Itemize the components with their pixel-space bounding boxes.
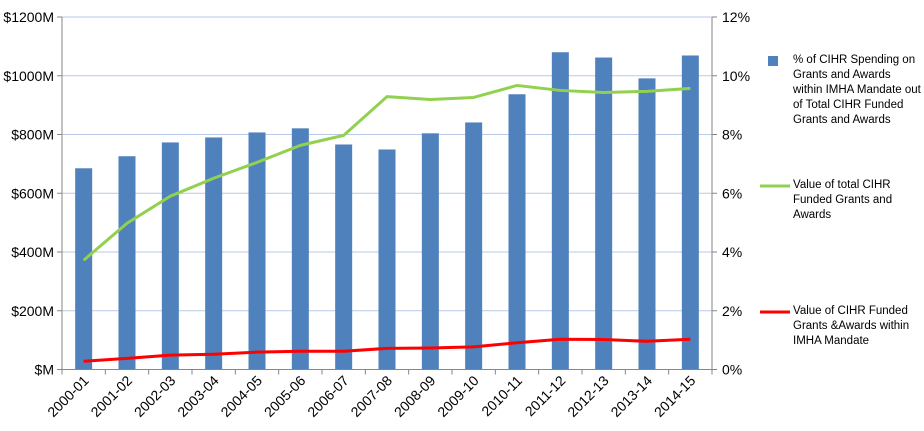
x-tick-label: 2014-15 — [651, 372, 699, 420]
right-tick-label: 4% — [722, 244, 742, 260]
legend-entry-green: Value of total CIHR Funded Grants and Aw… — [793, 178, 923, 223]
x-tick-label: 2005-06 — [261, 372, 309, 420]
bar-2007-08 — [378, 149, 396, 370]
bar-2006-07 — [335, 144, 353, 370]
bar-2005-06 — [291, 128, 309, 370]
left-tick-label: $M — [35, 362, 54, 378]
right-tick-label: 0% — [722, 362, 742, 378]
bar-2003-04 — [205, 137, 223, 370]
right-tick-label: 2% — [722, 303, 742, 319]
left-tick-label: $200M — [11, 303, 54, 319]
left-tick-label: $1200M — [3, 9, 54, 25]
left-tick-label: $800M — [11, 127, 54, 143]
x-tick-label: 2007-08 — [347, 372, 395, 420]
x-tick-label: 2009-10 — [434, 372, 482, 420]
bar-2012-13 — [595, 57, 613, 370]
left-tick-label: $600M — [11, 185, 54, 201]
x-tick-label: 2004-05 — [217, 372, 265, 420]
x-tick-label: 2001-02 — [87, 372, 135, 420]
legend-entry-bar: % of CIHR Spending on Grants and Awards … — [793, 53, 923, 128]
bar-2004-05 — [248, 132, 266, 370]
x-tick-label: 2011-12 — [522, 372, 569, 419]
legend-label: % of CIHR Spending on Grants and Awards … — [793, 54, 921, 126]
x-tick-label: 2006-07 — [304, 372, 352, 420]
bar-2010-11 — [508, 94, 526, 370]
right-tick-label: 10% — [722, 68, 750, 84]
left-tick-label: $400M — [11, 244, 54, 260]
x-tick-label: 2010-11 — [478, 372, 525, 419]
legend-label: Value of CIHR Funded Grants &Awards with… — [793, 305, 910, 347]
x-tick-label: 2008-09 — [391, 372, 439, 420]
bar-2009-10 — [465, 122, 483, 370]
legend-marker-bar — [768, 56, 778, 66]
left-tick-label: $1000M — [3, 68, 54, 84]
right-tick-label: 12% — [722, 9, 750, 25]
x-tick-label: 2002-03 — [131, 372, 179, 420]
bar-2008-09 — [421, 133, 439, 370]
right-tick-label: 6% — [722, 185, 742, 201]
x-tick-label: 2003-04 — [174, 372, 222, 420]
legend-label: Value of total CIHR Funded Grants and Aw… — [793, 179, 893, 221]
bar-2002-03 — [161, 142, 179, 370]
bar-2000-01 — [75, 168, 93, 370]
bar-2011-12 — [551, 52, 569, 370]
x-tick-label: 2012-13 — [564, 372, 612, 420]
right-tick-label: 8% — [722, 127, 742, 143]
bar-2014-15 — [681, 55, 699, 370]
x-tick-label: 2013-14 — [607, 372, 655, 420]
bar-2013-14 — [638, 78, 656, 370]
legend-entry-red: Value of CIHR Funded Grants &Awards with… — [793, 304, 923, 349]
x-tick-label: 2000-01 — [44, 372, 92, 420]
bar-2001-02 — [118, 156, 136, 370]
